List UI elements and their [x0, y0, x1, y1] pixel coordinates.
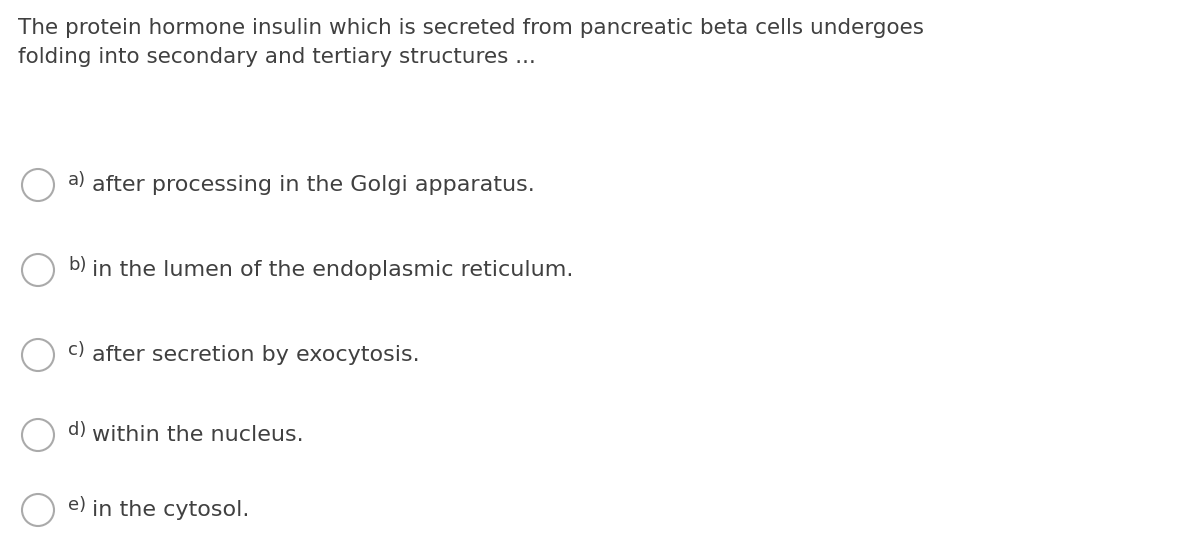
- Text: e): e): [68, 496, 86, 514]
- Text: a): a): [68, 171, 86, 189]
- Text: in the lumen of the endoplasmic reticulum.: in the lumen of the endoplasmic reticulu…: [92, 260, 574, 280]
- Text: in the cytosol.: in the cytosol.: [92, 500, 250, 520]
- Text: within the nucleus.: within the nucleus.: [92, 425, 304, 445]
- Text: b): b): [68, 256, 86, 274]
- Text: after secretion by exocytosis.: after secretion by exocytosis.: [92, 345, 420, 365]
- Text: after processing in the Golgi apparatus.: after processing in the Golgi apparatus.: [92, 175, 535, 195]
- Text: d): d): [68, 421, 86, 439]
- Text: The protein hormone insulin which is secreted from pancreatic beta cells undergo: The protein hormone insulin which is sec…: [18, 18, 924, 67]
- Text: c): c): [68, 341, 85, 359]
